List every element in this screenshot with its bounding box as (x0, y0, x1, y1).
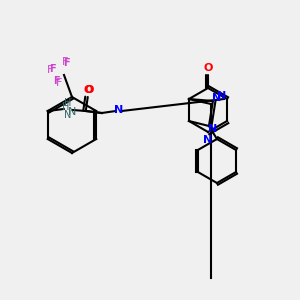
Text: F: F (56, 78, 62, 88)
Text: N: N (218, 91, 227, 101)
Text: F: F (49, 64, 55, 74)
Text: N: N (114, 105, 123, 115)
Text: N: N (208, 124, 218, 134)
Text: O: O (203, 63, 213, 73)
Text: H: H (62, 102, 69, 112)
Text: N: N (212, 93, 222, 103)
Text: N: N (68, 107, 76, 117)
Text: F: F (63, 58, 69, 68)
Text: F: F (47, 65, 53, 75)
Text: F: F (53, 76, 59, 86)
Text: O: O (83, 85, 92, 95)
Text: N: N (203, 135, 213, 145)
Text: O: O (84, 85, 93, 95)
Text: F: F (62, 57, 68, 67)
Text: H
N: H N (64, 98, 71, 120)
